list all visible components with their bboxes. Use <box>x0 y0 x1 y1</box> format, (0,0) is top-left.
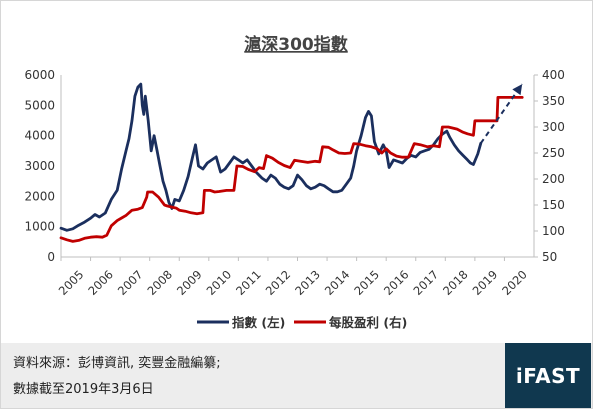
footer: 資料來源：彭博資訊, 奕豐金融編纂; 數據截至2019年3月6日 iFAST <box>1 343 592 408</box>
x-tick-label: 2012 <box>263 267 294 298</box>
x-tick-label: 2006 <box>85 267 116 298</box>
y-left-tick-label: 4000 <box>24 129 55 143</box>
x-tick-label: 2007 <box>115 267 146 298</box>
source-text: 資料來源：彭博資訊, 奕豐金融編纂; <box>13 356 221 371</box>
series-line-eps <box>59 96 524 243</box>
chart-title: 滬深300指數 <box>244 34 348 55</box>
legend-label: 每股盈利 (右) <box>329 315 407 330</box>
y-right-tick-label: 350 <box>542 94 565 108</box>
x-tick-label: 2015 <box>351 267 382 298</box>
y-right-tick-label: 200 <box>542 172 565 186</box>
x-tick-label: 2017 <box>411 267 442 298</box>
y-left-tick-label: 1000 <box>24 220 55 234</box>
x-tick-label: 2019 <box>470 267 501 298</box>
y-right-tick-label: 400 <box>542 68 565 82</box>
y-left-tick-label: 2000 <box>24 189 55 203</box>
ifast-logo: iFAST <box>505 343 591 408</box>
y-right-tick-label: 100 <box>542 224 565 238</box>
chart: 滬深300指數 0 1000 2000 3000 4000 5000 6000 50 100 15… <box>24 34 565 330</box>
series-line-index <box>59 82 483 232</box>
x-tick-label: 2016 <box>381 267 412 298</box>
x-tick-label: 2011 <box>233 267 264 298</box>
y-left-tick-label: 3000 <box>24 159 55 173</box>
trend-arrow-head <box>512 84 523 96</box>
x-tick-label: 2009 <box>174 267 205 298</box>
legend: 指數 (左) 每股盈利 (右) <box>197 315 407 330</box>
x-tick-label: 2014 <box>322 267 353 298</box>
y-left-tick-label: 5000 <box>24 98 55 112</box>
plot-area <box>59 82 524 243</box>
x-tick-label: 2010 <box>204 267 235 298</box>
x-tick-label: 2020 <box>499 267 530 298</box>
x-tick-label: 2013 <box>292 267 323 298</box>
date-text: 數據截至2019年3月6日 <box>13 382 154 397</box>
legend-label: 指數 (左) <box>232 315 285 330</box>
trend-arrow-line <box>479 83 523 144</box>
y-right-tick-label: 50 <box>542 250 557 264</box>
x-tick-label: 2008 <box>144 267 175 298</box>
y-right-tick-label: 300 <box>542 120 565 134</box>
x-tick-label: 2005 <box>56 267 87 298</box>
y-left-tick-label: 6000 <box>24 68 55 82</box>
x-tick-label: 2018 <box>440 267 471 298</box>
y-left-tick-label: 0 <box>47 250 55 264</box>
y-right-tick-label: 250 <box>542 146 565 160</box>
y-right-tick-label: 150 <box>542 198 565 212</box>
